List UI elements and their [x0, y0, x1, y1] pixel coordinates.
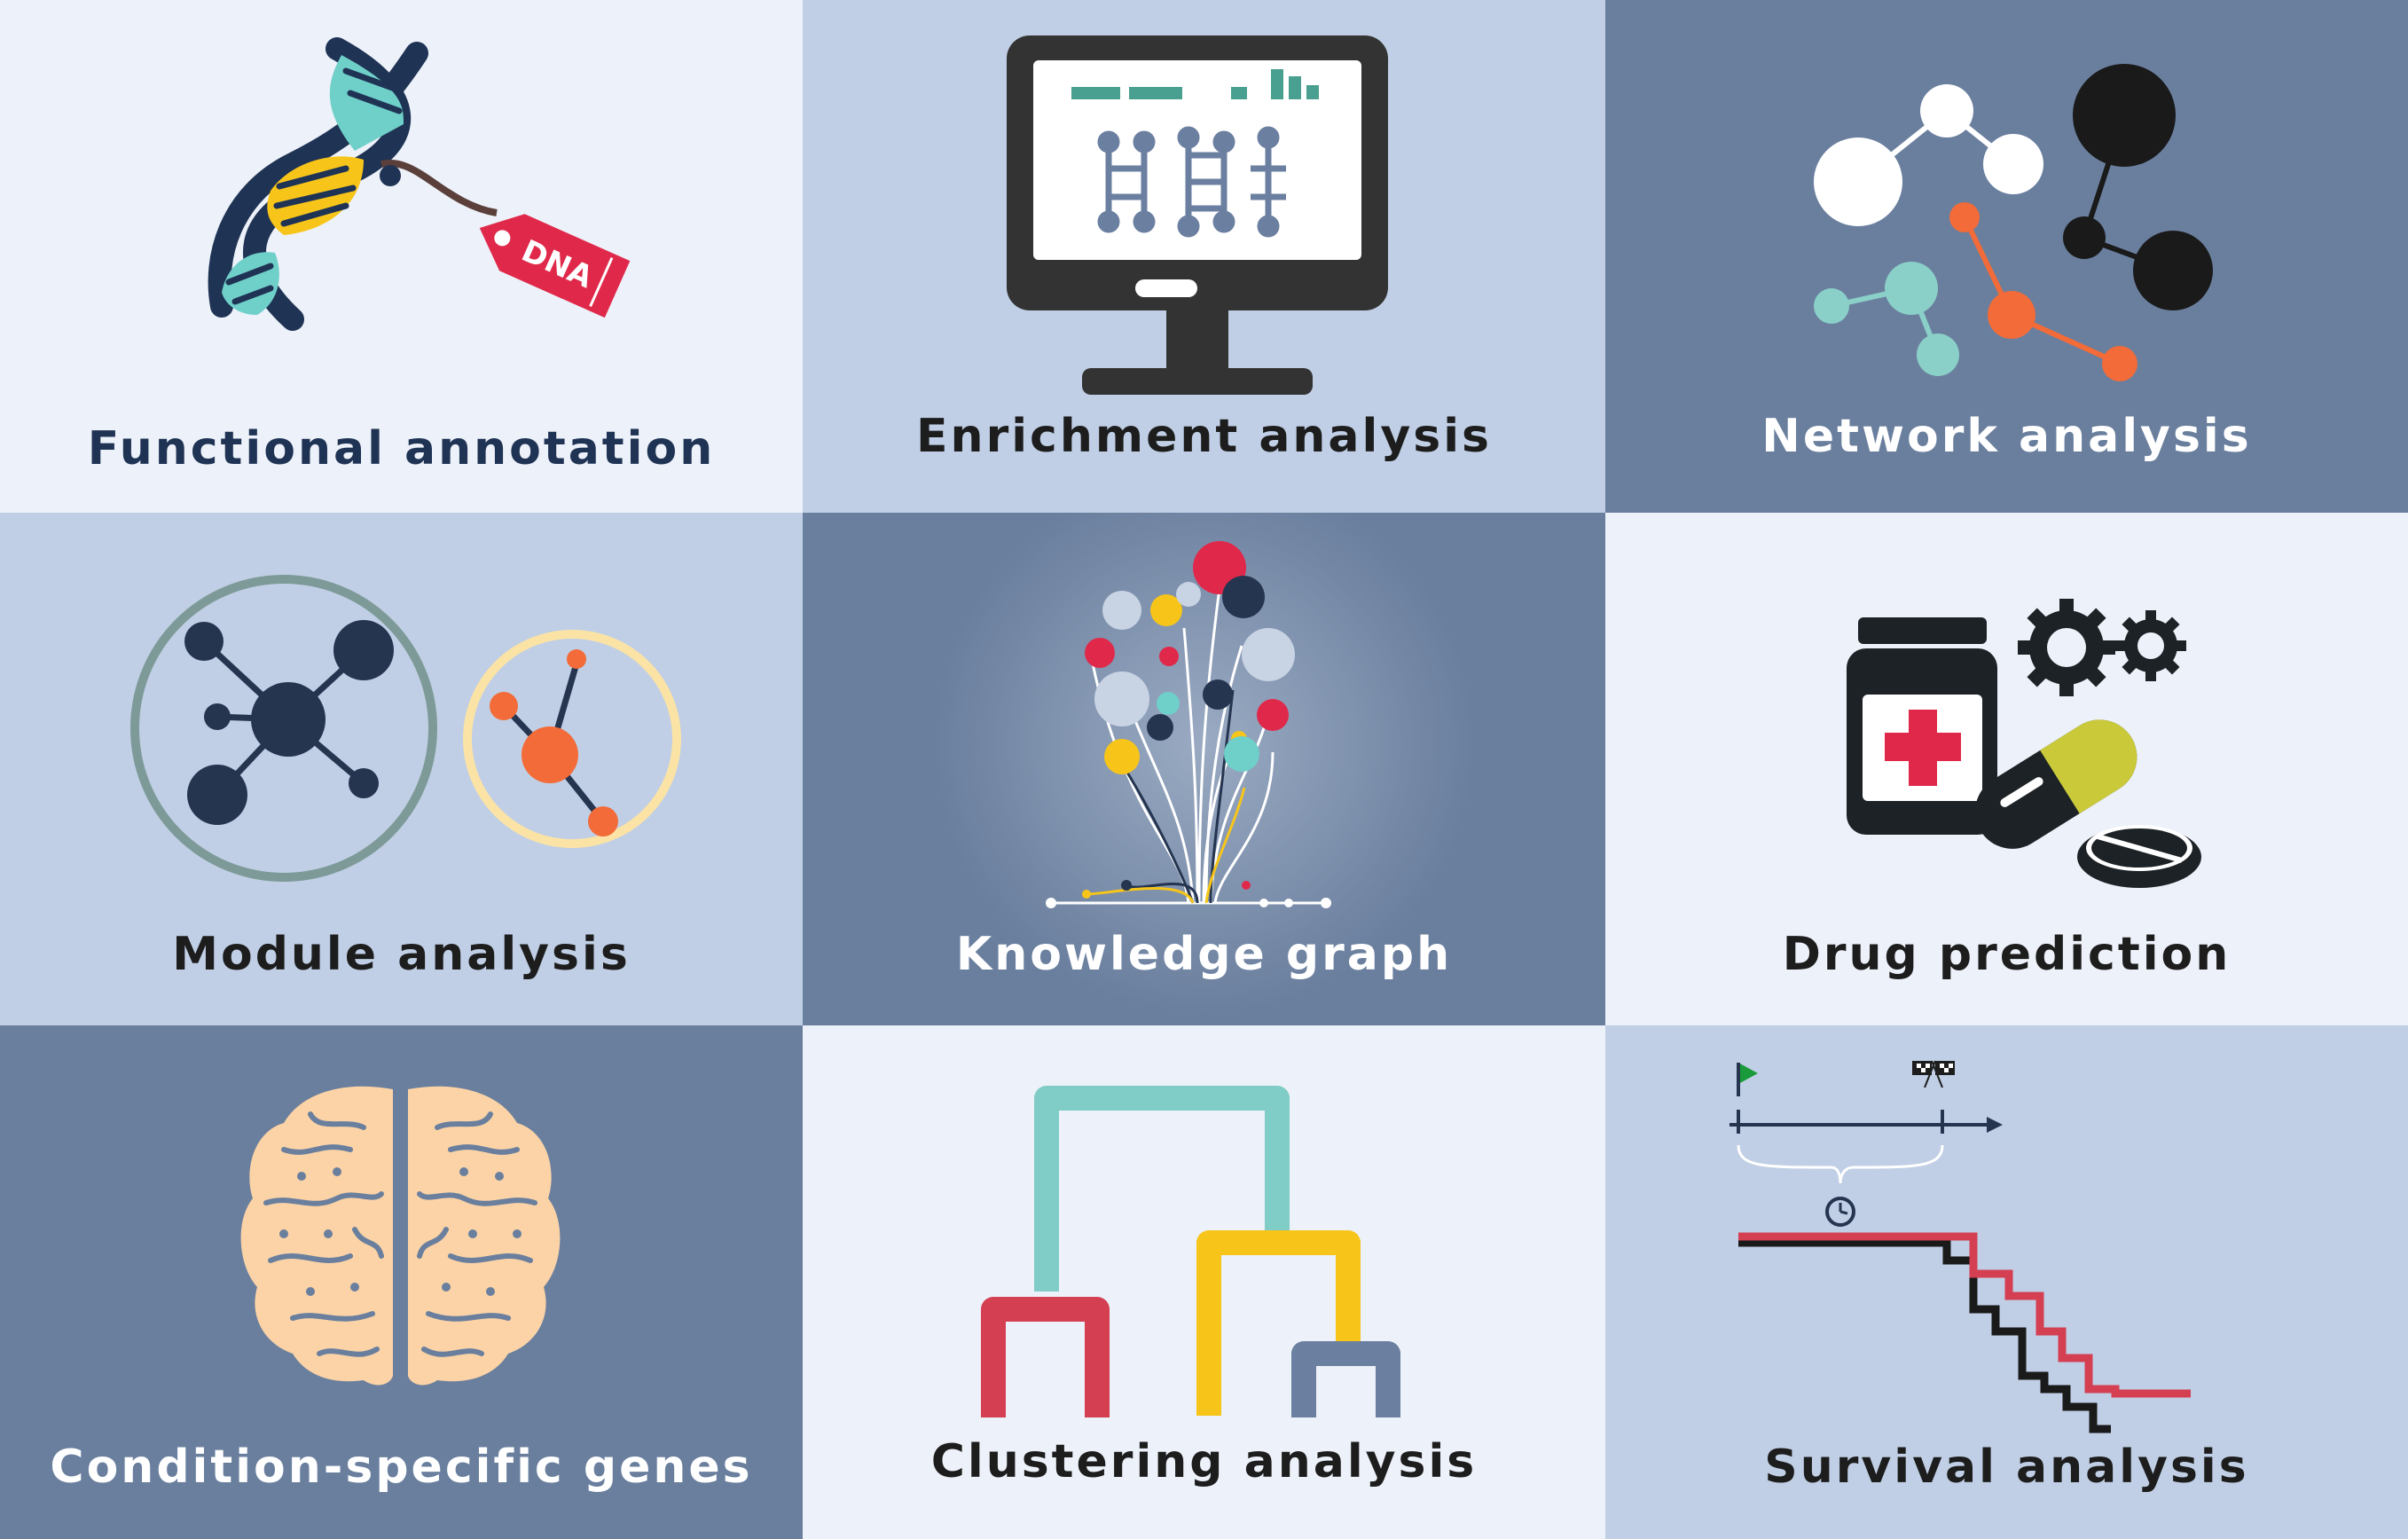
tile-module-analysis: Module analysis — [0, 513, 803, 1025]
monitor-icon — [1007, 35, 1388, 395]
medicine-icon — [1847, 599, 2201, 888]
label-condition-specific-genes: Condition-specific genes — [50, 1441, 753, 1494]
module-icon — [130, 575, 681, 882]
label-survival-analysis: Survival analysis — [1764, 1441, 2249, 1494]
label-module-analysis: Module analysis — [172, 928, 631, 981]
tree-icon — [1046, 541, 1331, 908]
label-clustering-analysis: Clustering analysis — [930, 1435, 1478, 1488]
tile-functional-annotation: DNA Functional annotation — [0, 0, 803, 513]
tile-enrichment-analysis: Enrichment analysis — [803, 0, 1605, 513]
survival-curve-icon — [1730, 1060, 2191, 1433]
label-functional-annotation: Functional annotation — [87, 422, 716, 475]
network-icon — [1814, 64, 2213, 381]
tile-knowledge-graph: Knowledge graph — [803, 513, 1605, 1025]
tile-survival-analysis: Survival analysis — [1605, 1025, 2408, 1539]
label-enrichment-analysis: Enrichment analysis — [916, 410, 1492, 463]
tile-clustering-analysis: Clustering analysis — [803, 1025, 1605, 1539]
label-drug-prediction: Drug prediction — [1782, 928, 2232, 981]
brain-icon — [240, 1086, 561, 1386]
label-knowledge-graph: Knowledge graph — [955, 928, 1453, 981]
tile-network-analysis: Network analysis — [1605, 0, 2408, 513]
dendrogram-icon — [981, 1086, 1400, 1417]
tile-drug-prediction: Drug prediction — [1605, 513, 2408, 1025]
label-network-analysis: Network analysis — [1761, 410, 2252, 463]
dna-icon: DNA — [208, 37, 631, 331]
tile-condition-specific-genes: Condition-specific genes — [0, 1025, 803, 1539]
